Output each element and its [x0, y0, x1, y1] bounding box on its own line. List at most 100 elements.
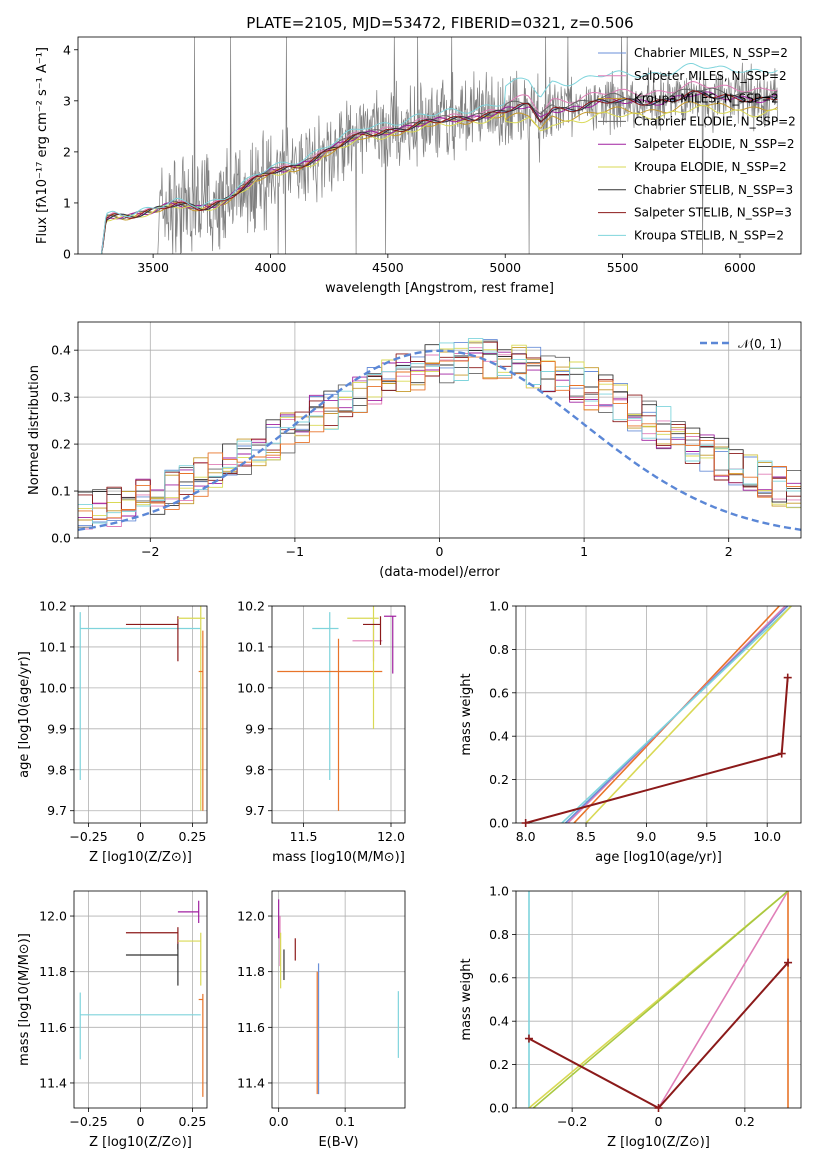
x-tick-label: 0.25 [179, 829, 207, 844]
spectrum-panel: 3500 4000 4500 5000 5500 6000 0 1 2 3 4 wavelength … [35, 36, 802, 296]
x-tick-label: 0.1 [335, 1114, 355, 1129]
weight_vs_age-plot-area [516, 606, 801, 823]
y-tick-label: 4 [63, 42, 71, 57]
mass_vs_Z-frame [73, 890, 208, 1109]
legend-label: Salpeter STELIB, N_SSP=3 [634, 206, 792, 220]
x-tick-label: 2 [725, 544, 733, 559]
age_vs_mass-plot-area [272, 606, 405, 823]
model-line [101, 91, 778, 253]
y-tick-label: 0.0 [489, 1101, 509, 1116]
y-tick-label: 0.8 [489, 642, 509, 657]
residuals-plot-area [78, 322, 801, 538]
legend-label: Salpeter ELODIE, N_SSP=2 [634, 137, 795, 151]
x-axis-label: mass [log10(M/M⊙)] [272, 850, 405, 865]
x-axis-label: Z [log10(Z/Z⊙)] [89, 850, 192, 865]
spectrum-plot-area [101, 37, 778, 254]
y-tick-label: 11.8 [237, 964, 265, 979]
x-axis-label: (data-model)/error [379, 565, 500, 580]
y-tick-label: 0.2 [489, 1057, 509, 1072]
figure-title: PLATE=2105, MJD=53472, FIBERID=0321, z=0… [246, 14, 633, 32]
weight_vs_Z-panel: −0.2 0 0.2 0.0 0.2 0.4 0.6 0.8 1.0 Z [log10(Z/Z⊙)… [459, 884, 802, 1150]
x-tick-label: −2 [141, 544, 159, 559]
y-tick-label: 9.7 [47, 803, 67, 818]
y-tick-label: 12.0 [39, 909, 67, 924]
observed-spectrum-line [157, 37, 778, 254]
legend-label: Chabrier STELIB, N_SSP=3 [634, 183, 793, 197]
spectrum-frame [77, 36, 802, 255]
legend-label: Salpeter MILES, N_SSP=2 [634, 69, 787, 83]
y-tick-label: 0.4 [489, 729, 509, 744]
x-axis-label: Z [log10(Z/Z⊙)] [89, 1135, 192, 1150]
y-tick-label: 0.8 [489, 927, 509, 942]
x-tick-label: −0.25 [69, 829, 107, 844]
x-tick-label: 1 [580, 544, 588, 559]
x-tick-label: 5500 [607, 260, 639, 275]
legend-label: Kroupa MILES, N_SSP=2 [634, 92, 779, 106]
x-tick-label: 8.5 [576, 829, 596, 844]
model-line [101, 81, 778, 254]
x-tick-label: 0 [137, 1114, 145, 1129]
x-tick-label: 8.0 [516, 829, 536, 844]
y-tick-label: 10.2 [39, 599, 67, 614]
y-axis-label: mass weight [459, 673, 474, 755]
x-tick-label: −0.2 [557, 1114, 587, 1129]
mass-weight-line [532, 891, 789, 1108]
y-axis-label: age [log10(age/yr)] [17, 651, 32, 778]
y-tick-label: 10.0 [39, 680, 67, 695]
y-tick-label: 2 [63, 144, 71, 159]
x-tick-label: 3500 [137, 260, 169, 275]
mass_vs_ebv-frame [271, 890, 406, 1109]
mass_vs_ebv-panel: 0.0 0.1 11.4 11.6 11.8 12.0 E(B-V) [237, 890, 406, 1150]
x-tick-label: 4500 [372, 260, 404, 275]
y-tick-label: 10.1 [39, 639, 67, 654]
y-tick-label: 9.8 [245, 762, 265, 777]
y-tick-label: 9.8 [47, 762, 67, 777]
model-line [101, 104, 778, 254]
y-tick-label: 0.4 [51, 343, 71, 358]
x-tick-label: 9.0 [636, 829, 656, 844]
mass-weight-line [528, 961, 789, 1108]
y-tick-label: 0.3 [51, 390, 71, 405]
mass_vs_ebv-plot-area [272, 891, 405, 1108]
legend-label: 𝒩(0, 1) [738, 337, 782, 351]
y-tick-label: 11.8 [39, 964, 67, 979]
x-tick-label: 5000 [489, 260, 521, 275]
y-axis-label: mass [log10(M/M⊙)] [17, 933, 32, 1066]
y-tick-label: 9.7 [245, 803, 265, 818]
x-tick-label: 0 [655, 1114, 663, 1129]
weight_vs_Z-plot-area [516, 891, 801, 1108]
x-axis-label: Z [log10(Z/Z⊙)] [607, 1135, 710, 1150]
y-tick-label: 1.0 [489, 884, 509, 899]
model-line [101, 63, 778, 254]
x-tick-label: 0 [436, 544, 444, 559]
y-axis-label: Flux [fλ10⁻¹⁷ erg cm⁻² s⁻¹ A⁻¹] [35, 47, 50, 244]
mass-weight-line [525, 677, 789, 823]
weight_vs_age-panel: 8.0 8.5 9.0 9.5 10.0 0.0 0.2 0.4 0.6 0.8 1.0 age [l… [459, 599, 802, 865]
x-tick-label: 4000 [255, 260, 287, 275]
y-tick-label: 3 [63, 93, 71, 108]
y-axis-label: Normed distribution [27, 365, 42, 495]
chart-panels: 3500 4000 4500 5000 5500 6000 0 1 2 3 4 wavelength … [17, 36, 802, 1150]
y-tick-label: 11.4 [237, 1075, 265, 1090]
y-tick-label: 11.6 [39, 1020, 67, 1035]
y-tick-label: 9.9 [47, 721, 67, 736]
y-tick-label: 0.0 [51, 531, 71, 546]
y-tick-label: 0.2 [51, 437, 71, 452]
x-tick-label: 0.25 [179, 1114, 207, 1129]
y-tick-label: 11.4 [39, 1075, 67, 1090]
residuals-panel: −2 −1 0 1 2 0.0 0.1 0.2 0.3 0.4 (data-model)/error… [27, 321, 802, 580]
y-tick-label: 10.0 [237, 680, 265, 695]
y-axis-label: mass weight [459, 958, 474, 1040]
x-axis-label: age [log10(age/yr)] [595, 850, 722, 865]
y-tick-label: 10.2 [237, 599, 265, 614]
mass_vs_Z-plot-area [74, 891, 207, 1108]
residual-histogram [78, 356, 801, 521]
legend-label: Chabrier ELODIE, N_SSP=2 [634, 114, 796, 128]
x-tick-label: 0.2 [735, 1114, 755, 1129]
residuals-frame [77, 321, 802, 539]
y-tick-label: 0.2 [489, 772, 509, 787]
x-tick-label: 11.5 [290, 829, 318, 844]
age_vs_mass-panel: 11.5 12.0 9.7 9.8 9.9 10.0 10.1 10.2 mass [log10… [237, 599, 406, 865]
x-tick-label: 0 [137, 829, 145, 844]
